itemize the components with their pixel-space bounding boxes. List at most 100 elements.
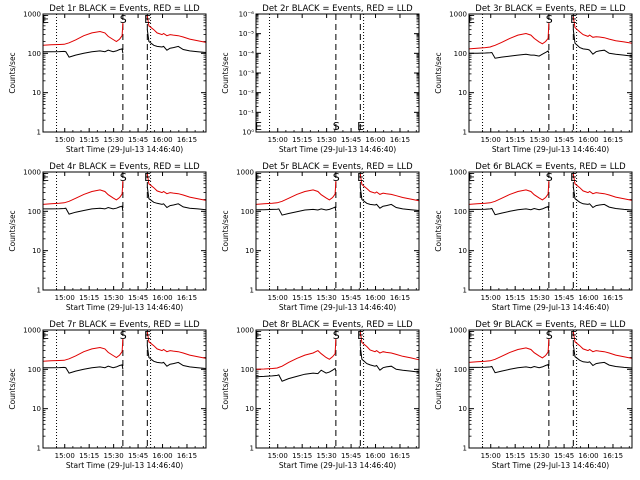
y-tick-label: 10⁰ xyxy=(242,129,254,137)
y-axis-label: Counts/sec xyxy=(8,52,17,93)
event-marker-e: E xyxy=(255,329,262,342)
series-events-line xyxy=(572,186,633,211)
series-lld-line xyxy=(255,180,337,205)
x-tick-label: 15:45 xyxy=(341,452,361,460)
x-tick-label: 15:45 xyxy=(341,136,361,144)
series-lld-line xyxy=(572,16,633,44)
series-lld-line xyxy=(42,180,124,205)
panel-det7r: Det 7r BLACK = Events, RED = LLD Counts/s… xyxy=(8,320,207,470)
series-events-line xyxy=(146,345,207,369)
series-lld-line xyxy=(146,173,207,201)
x-tick-label: 16:00 xyxy=(152,136,172,144)
y-tick-label: 10 xyxy=(32,405,41,413)
y-tick-label: 10 xyxy=(458,405,467,413)
event-marker-e: E xyxy=(255,171,262,184)
y-tick-label: 1 xyxy=(37,445,41,453)
x-tick-label: 15:45 xyxy=(554,452,574,460)
event-marker-e: E xyxy=(42,171,49,184)
series-lld-line xyxy=(572,173,633,201)
event-marker-s: S xyxy=(120,171,127,184)
event-marker-e: E xyxy=(357,171,364,184)
x-axis-label: Start Time (29-Jul-13 14:46:40) xyxy=(492,145,609,154)
y-axis-label: Counts/sec xyxy=(221,210,230,251)
event-marker-e: E xyxy=(42,329,49,342)
event-marker-e: E xyxy=(357,120,364,133)
y-tick-label: 1000 xyxy=(236,169,254,177)
panel-title: Det 6r BLACK = Events, RED = LLD xyxy=(475,162,626,172)
y-tick-label: 10⁻⁶ xyxy=(239,11,255,19)
panel-det4r: Det 4r BLACK = Events, RED = LLD Counts/s… xyxy=(8,162,207,312)
y-tick-label: 10⁻⁴ xyxy=(239,50,255,58)
x-tick-label: 16:00 xyxy=(578,136,598,144)
y-tick-label: 100 xyxy=(241,366,254,374)
y-axis-label: Counts/sec xyxy=(8,368,17,409)
x-tick-label: 16:15 xyxy=(390,294,410,302)
y-axis-label: Counts/sec xyxy=(221,52,230,93)
panel-title: Det 1r BLACK = Events, RED = LLD xyxy=(49,4,200,14)
y-tick-label: 10 xyxy=(458,247,467,255)
x-tick-label: 15:30 xyxy=(104,294,124,302)
x-tick-label: 16:15 xyxy=(390,136,410,144)
series-lld-line xyxy=(359,174,420,202)
panel-title: Det 4r BLACK = Events, RED = LLD xyxy=(49,162,200,172)
x-tick-label: 16:00 xyxy=(578,294,598,302)
x-tick-label: 15:30 xyxy=(530,136,550,144)
x-axis-label: Start Time (29-Jul-13 14:46:40) xyxy=(279,461,396,470)
series-events-line xyxy=(255,367,337,382)
y-tick-label: 10 xyxy=(32,247,41,255)
y-tick-label: 1 xyxy=(250,287,254,295)
y-tick-label: 10 xyxy=(32,89,41,97)
event-marker-e: E xyxy=(570,13,577,26)
y-tick-label: 10 xyxy=(245,405,254,413)
x-tick-label: 15:30 xyxy=(104,452,124,460)
x-tick-label: 15:15 xyxy=(79,136,99,144)
x-tick-label: 15:30 xyxy=(530,452,550,460)
series-lld-line xyxy=(42,338,124,362)
series-lld-line xyxy=(468,338,550,363)
x-axis-label: Start Time (29-Jul-13 14:46:40) xyxy=(492,303,609,312)
series-events-line xyxy=(469,363,550,374)
y-tick-label: 10⁻¹ xyxy=(239,109,255,117)
y-tick-label: 1 xyxy=(463,287,467,295)
y-tick-label: 10⁻³ xyxy=(239,70,255,78)
series-lld-line xyxy=(468,180,550,205)
x-tick-label: 16:15 xyxy=(603,452,623,460)
panel-det9r: Det 9r BLACK = Events, RED = LLD Counts/s… xyxy=(434,320,633,470)
x-tick-label: 15:30 xyxy=(317,294,337,302)
x-axis-label: Start Time (29-Jul-13 14:46:40) xyxy=(492,461,609,470)
panel-det3r: Det 3r BLACK = Events, RED = LLD Counts/s… xyxy=(434,4,633,154)
y-tick-label: 10 xyxy=(458,89,467,97)
x-tick-label: 15:00 xyxy=(55,294,75,302)
event-marker-s: S xyxy=(546,13,553,26)
x-tick-label: 15:45 xyxy=(341,294,361,302)
x-axis-label: Start Time (29-Jul-13 14:46:40) xyxy=(66,145,183,154)
event-marker-s: S xyxy=(546,329,553,342)
panel-det2r: Det 2r BLACK = Events, RED = LLD Counts/s… xyxy=(221,4,420,154)
y-tick-label: 1000 xyxy=(449,327,467,335)
event-marker-s: S xyxy=(546,171,553,184)
y-tick-label: 10⁻² xyxy=(239,89,255,97)
series-events-line xyxy=(572,344,633,369)
y-tick-label: 1 xyxy=(37,287,41,295)
plot-frame xyxy=(42,13,207,133)
x-tick-label: 15:00 xyxy=(55,136,75,144)
y-axis-label: Counts/sec xyxy=(434,368,443,409)
event-marker-e: E xyxy=(468,171,475,184)
plot-frame xyxy=(255,171,420,291)
series-events-line xyxy=(146,186,207,211)
x-tick-label: 15:45 xyxy=(128,452,148,460)
y-tick-label: 100 xyxy=(454,50,467,58)
event-marker-e: E xyxy=(144,329,151,342)
event-marker-s: S xyxy=(333,329,340,342)
x-tick-label: 16:15 xyxy=(177,294,197,302)
panel-title: Det 8r BLACK = Events, RED = LLD xyxy=(262,320,413,330)
series-lld-line xyxy=(468,22,550,50)
x-tick-label: 15:00 xyxy=(268,294,288,302)
panel-det8r: Det 8r BLACK = Events, RED = LLD Counts/s… xyxy=(221,320,420,470)
event-marker-e: E xyxy=(570,171,577,184)
x-tick-label: 15:45 xyxy=(554,294,574,302)
series-events-line xyxy=(43,48,124,58)
series-events-line xyxy=(469,205,550,216)
plot-frame xyxy=(255,329,420,449)
